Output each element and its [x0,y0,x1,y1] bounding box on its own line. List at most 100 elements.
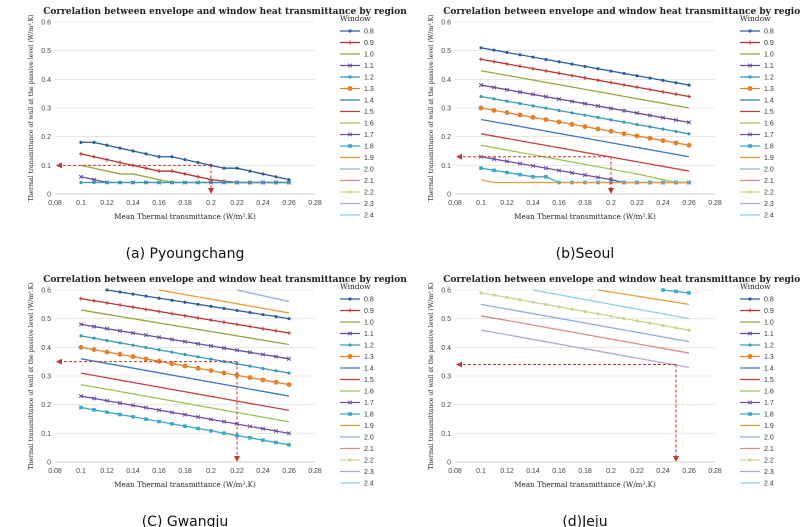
x-tick-label: 0.18 [578,200,592,207]
data-point [105,180,109,185]
series-line [79,334,291,375]
data-point [79,296,83,301]
legend-entry: 1.1 [740,63,774,70]
series-line [479,94,691,136]
data-point [544,175,548,179]
legend-label: 1.6 [764,121,774,128]
legend-label: 2.3 [764,201,774,208]
guide-lines [456,153,614,194]
data-point [595,103,601,109]
legend-entry: 1.0 [740,52,774,59]
x-tick-label: 0.12 [100,468,114,475]
legend-label: 1.4 [364,366,374,373]
series-path [480,133,690,172]
legend-label: 1.8 [364,144,374,151]
x-tick-label: 0.16 [552,468,566,475]
data-point [609,80,613,85]
series-line [79,405,291,447]
data-point [209,318,213,323]
x-tick-label: 0.28 [308,200,322,207]
data-point [208,368,214,374]
data-point [157,309,161,314]
data-point [144,180,148,185]
data-point [287,317,291,321]
x-tick-label: 0.16 [552,200,566,207]
series-line [78,393,292,436]
data-point [596,115,600,120]
data-point [748,40,752,45]
data-point [492,59,496,64]
data-point [144,166,148,171]
series-line [158,289,290,314]
data-point [79,151,83,156]
legend-label: 1.0 [364,52,374,59]
data-point [222,431,226,435]
data-point [583,113,587,117]
data-point [748,144,752,148]
data-point [105,338,109,343]
y-tick-label: 0.4 [441,77,451,84]
data-point [144,417,148,421]
series-line [80,358,290,397]
series-line [597,289,690,305]
series-line [78,322,292,361]
data-point [170,298,174,302]
data-point [247,350,253,355]
series-path [480,303,690,343]
legend-entry: 2.3 [340,469,374,476]
legend-label: 0.9 [764,40,774,47]
data-point [747,86,753,91]
legend-entry: 1.3 [740,354,774,361]
data-point [747,400,753,405]
x-tick-label: 0.12 [500,200,514,207]
legend-label: 1.0 [364,320,374,327]
data-point [183,424,187,428]
legend-label: 2.3 [764,469,774,476]
data-point [674,289,678,294]
y-tick-label: 0 [447,460,451,467]
legend-entry: 2.0 [740,167,774,174]
data-point [261,438,265,442]
data-point [79,334,83,338]
data-point [156,407,162,413]
data-point [170,311,174,316]
data-point [544,106,548,110]
data-point [479,94,483,99]
data-point [274,440,278,445]
data-point [661,323,665,328]
legend-entry: 1.8 [740,144,774,151]
legend-label: 1.5 [764,109,774,116]
data-point [748,412,752,416]
legend-entry: 1.7 [740,400,774,407]
legend-entry: 0.8 [340,29,374,36]
data-point [131,415,135,419]
legend-entry: 1.0 [340,52,374,59]
series-line [480,70,690,109]
data-point [182,363,188,369]
data-point [583,75,587,80]
data-point [748,343,752,347]
series-line [480,133,690,172]
data-point [248,436,252,440]
legend-entry: 2.4 [740,481,774,488]
data-point [91,396,97,401]
data-point [491,107,497,113]
x-tick-label: 0.26 [282,468,296,475]
legend-label: 1.7 [364,132,374,139]
series-path [597,289,690,305]
data-point [117,328,123,334]
series-line [478,154,692,185]
data-point [648,125,652,129]
y-tick-label: 0.5 [441,316,451,323]
data-point [569,99,575,104]
data-point [492,97,496,101]
x-tick-label: 0.12 [100,200,114,207]
legend-entry: 1.2 [340,343,374,350]
data-point [505,170,509,175]
data-point [595,175,601,180]
x-tick-label: 0.22 [230,468,244,475]
data-point [556,168,562,173]
y-tick-label: 0.1 [41,431,51,438]
data-point [286,356,292,361]
